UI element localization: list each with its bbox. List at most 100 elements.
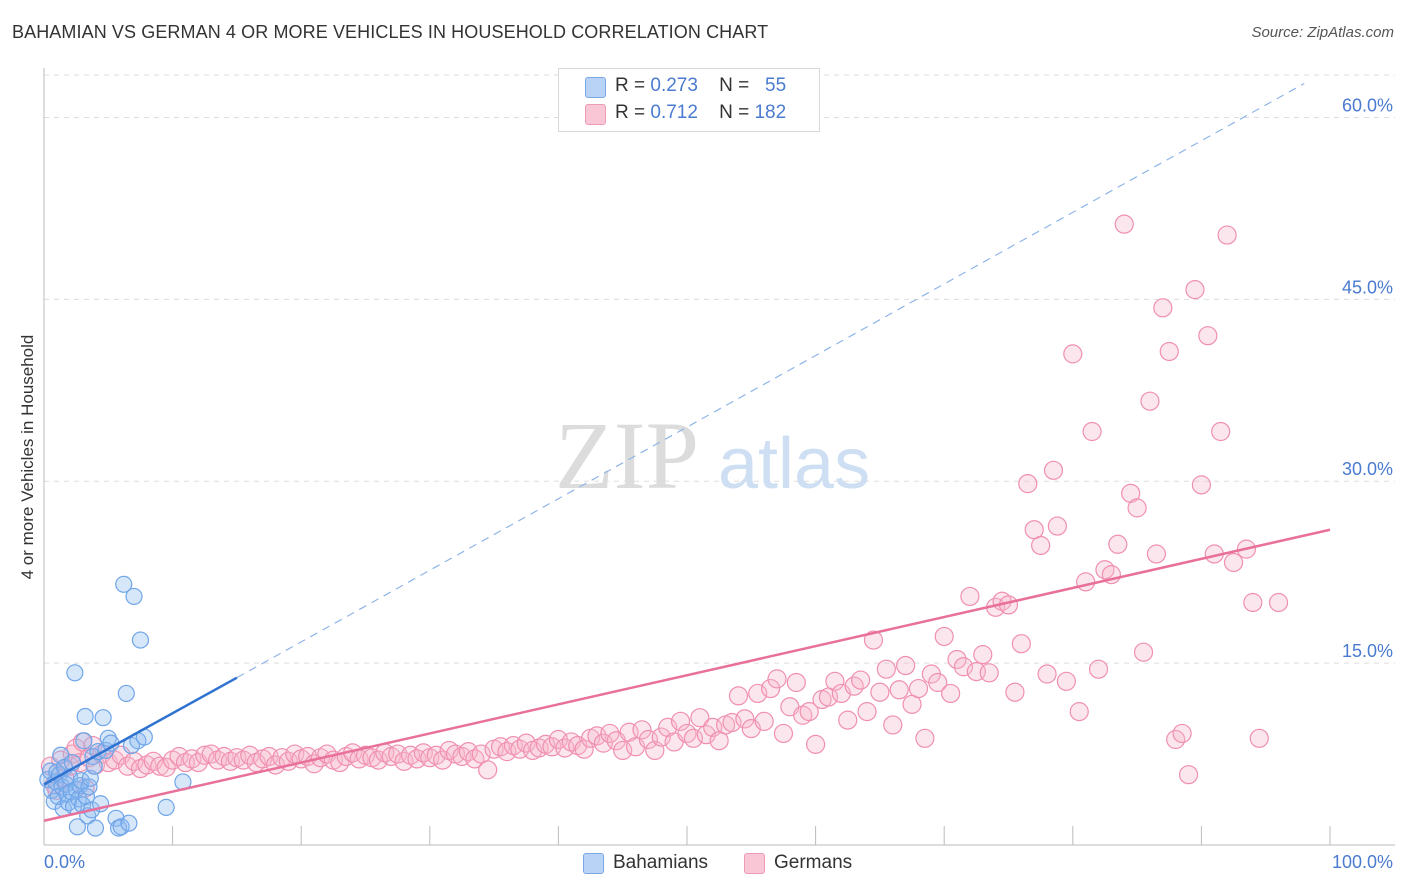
bahamians-point	[68, 818, 87, 836]
germans-point	[632, 720, 652, 740]
germans-point	[735, 709, 755, 729]
germans-point	[1211, 421, 1231, 442]
germans-point	[883, 715, 903, 735]
watermark-zip: ZIP	[555, 402, 699, 509]
germans-point	[934, 626, 954, 647]
germans-point	[182, 749, 202, 769]
bahamians-point	[99, 729, 117, 747]
bahamians-point	[107, 809, 125, 827]
germans-point	[1082, 421, 1102, 442]
germans-point	[600, 723, 620, 744]
germans-point	[1018, 474, 1038, 494]
legend-swatch-pink	[585, 104, 606, 125]
grid-layer	[44, 74, 1395, 664]
germans-point	[960, 586, 980, 607]
germans-point	[1223, 552, 1244, 573]
germans-point	[838, 710, 858, 730]
bahamians-point	[131, 631, 150, 649]
germans-point	[973, 645, 993, 665]
bahamians-point	[41, 762, 60, 780]
germans-point	[767, 669, 787, 689]
germans-point	[1011, 634, 1031, 654]
germans-point	[1217, 225, 1237, 245]
bahamians-point	[94, 709, 112, 727]
legend-n-value: 55	[765, 75, 787, 96]
germans-point	[870, 682, 890, 702]
germans-point	[915, 728, 935, 748]
germans-point	[651, 727, 671, 747]
trend-lines	[43, 82, 1331, 822]
legend-n-label: N =	[719, 75, 750, 96]
germans-point	[1243, 592, 1263, 613]
germans-point	[1146, 544, 1166, 564]
germans-point	[928, 672, 948, 693]
germans-point	[1159, 341, 1179, 362]
germans-point	[896, 655, 916, 676]
y-tick-label: 30.0%	[1342, 459, 1393, 479]
legend-r-value: 0.712	[650, 102, 698, 123]
germans-point	[1031, 535, 1051, 556]
germans-point	[1114, 214, 1134, 234]
germans-point	[851, 670, 871, 690]
legend-text-germans: R = 0.712 N = 182	[615, 102, 786, 124]
germans-point	[1088, 659, 1109, 679]
x-tick-label: 0.0%	[44, 852, 85, 872]
bahamians-point	[86, 819, 105, 837]
chart-source: Source: ZipAtlas.com	[1251, 24, 1394, 41]
germans-point	[805, 734, 826, 754]
bahamians-point	[75, 732, 93, 750]
germans-swatch	[744, 853, 765, 874]
germans-point	[786, 672, 806, 693]
x-tick-label: 100.0%	[1332, 852, 1393, 872]
germans-point	[1178, 765, 1199, 785]
legend-r-label: R =	[615, 102, 646, 123]
germans-point	[516, 733, 536, 753]
legend-r-value: 0.273	[650, 75, 698, 96]
bahamians-point	[66, 664, 84, 682]
watermark: ZIP atlas	[555, 402, 870, 509]
germans-point	[1076, 572, 1096, 592]
germans-point	[156, 757, 176, 777]
germans-point	[754, 711, 774, 731]
axis-layer	[43, 68, 1395, 846]
germans-point	[947, 649, 967, 670]
y-tick-label: 15.0%	[1342, 641, 1393, 661]
germans-point	[1198, 326, 1218, 346]
germans-point	[748, 683, 768, 704]
bahamians-points	[39, 575, 192, 837]
y-tick-label: 45.0%	[1342, 277, 1393, 297]
bahamians-point	[125, 587, 143, 606]
tick-labels: 15.0% 30.0% 45.0% 60.0% 0.0% 100.0%	[44, 95, 1393, 872]
germans-point	[1140, 391, 1160, 411]
bahamians-point	[117, 684, 135, 703]
germans-point	[857, 702, 877, 722]
germans-point	[979, 663, 999, 683]
germans-point	[1047, 516, 1067, 536]
germans-point	[953, 657, 974, 677]
germans-point	[1185, 280, 1205, 300]
germans-point	[908, 678, 929, 699]
germans-legend-label: Germans	[774, 852, 853, 873]
germans-point	[124, 751, 144, 771]
y-tick-label: 60.0%	[1342, 95, 1393, 115]
legend-swatch-blue	[585, 77, 606, 98]
germans-point	[1043, 460, 1064, 480]
germans-point	[799, 702, 819, 722]
chart-title: BAHAMIAN VS GERMAN 4 OR MORE VEHICLES IN…	[12, 22, 769, 42]
germans-point	[1108, 534, 1128, 554]
germans-point	[613, 740, 633, 761]
germans-point	[728, 686, 749, 706]
bahamians-trend-line	[43, 676, 238, 786]
germans-point	[773, 723, 794, 744]
germans-point	[1037, 664, 1057, 684]
bahamians-trend-extension	[236, 82, 1305, 679]
germans-point	[1056, 671, 1076, 691]
bahamians-point	[76, 707, 94, 726]
germans-point	[690, 708, 710, 728]
bahamians-point	[115, 575, 133, 593]
germans-point	[368, 750, 388, 770]
germans-point	[574, 739, 594, 759]
germans-point	[863, 630, 884, 650]
legend-r-label: R =	[615, 75, 646, 96]
